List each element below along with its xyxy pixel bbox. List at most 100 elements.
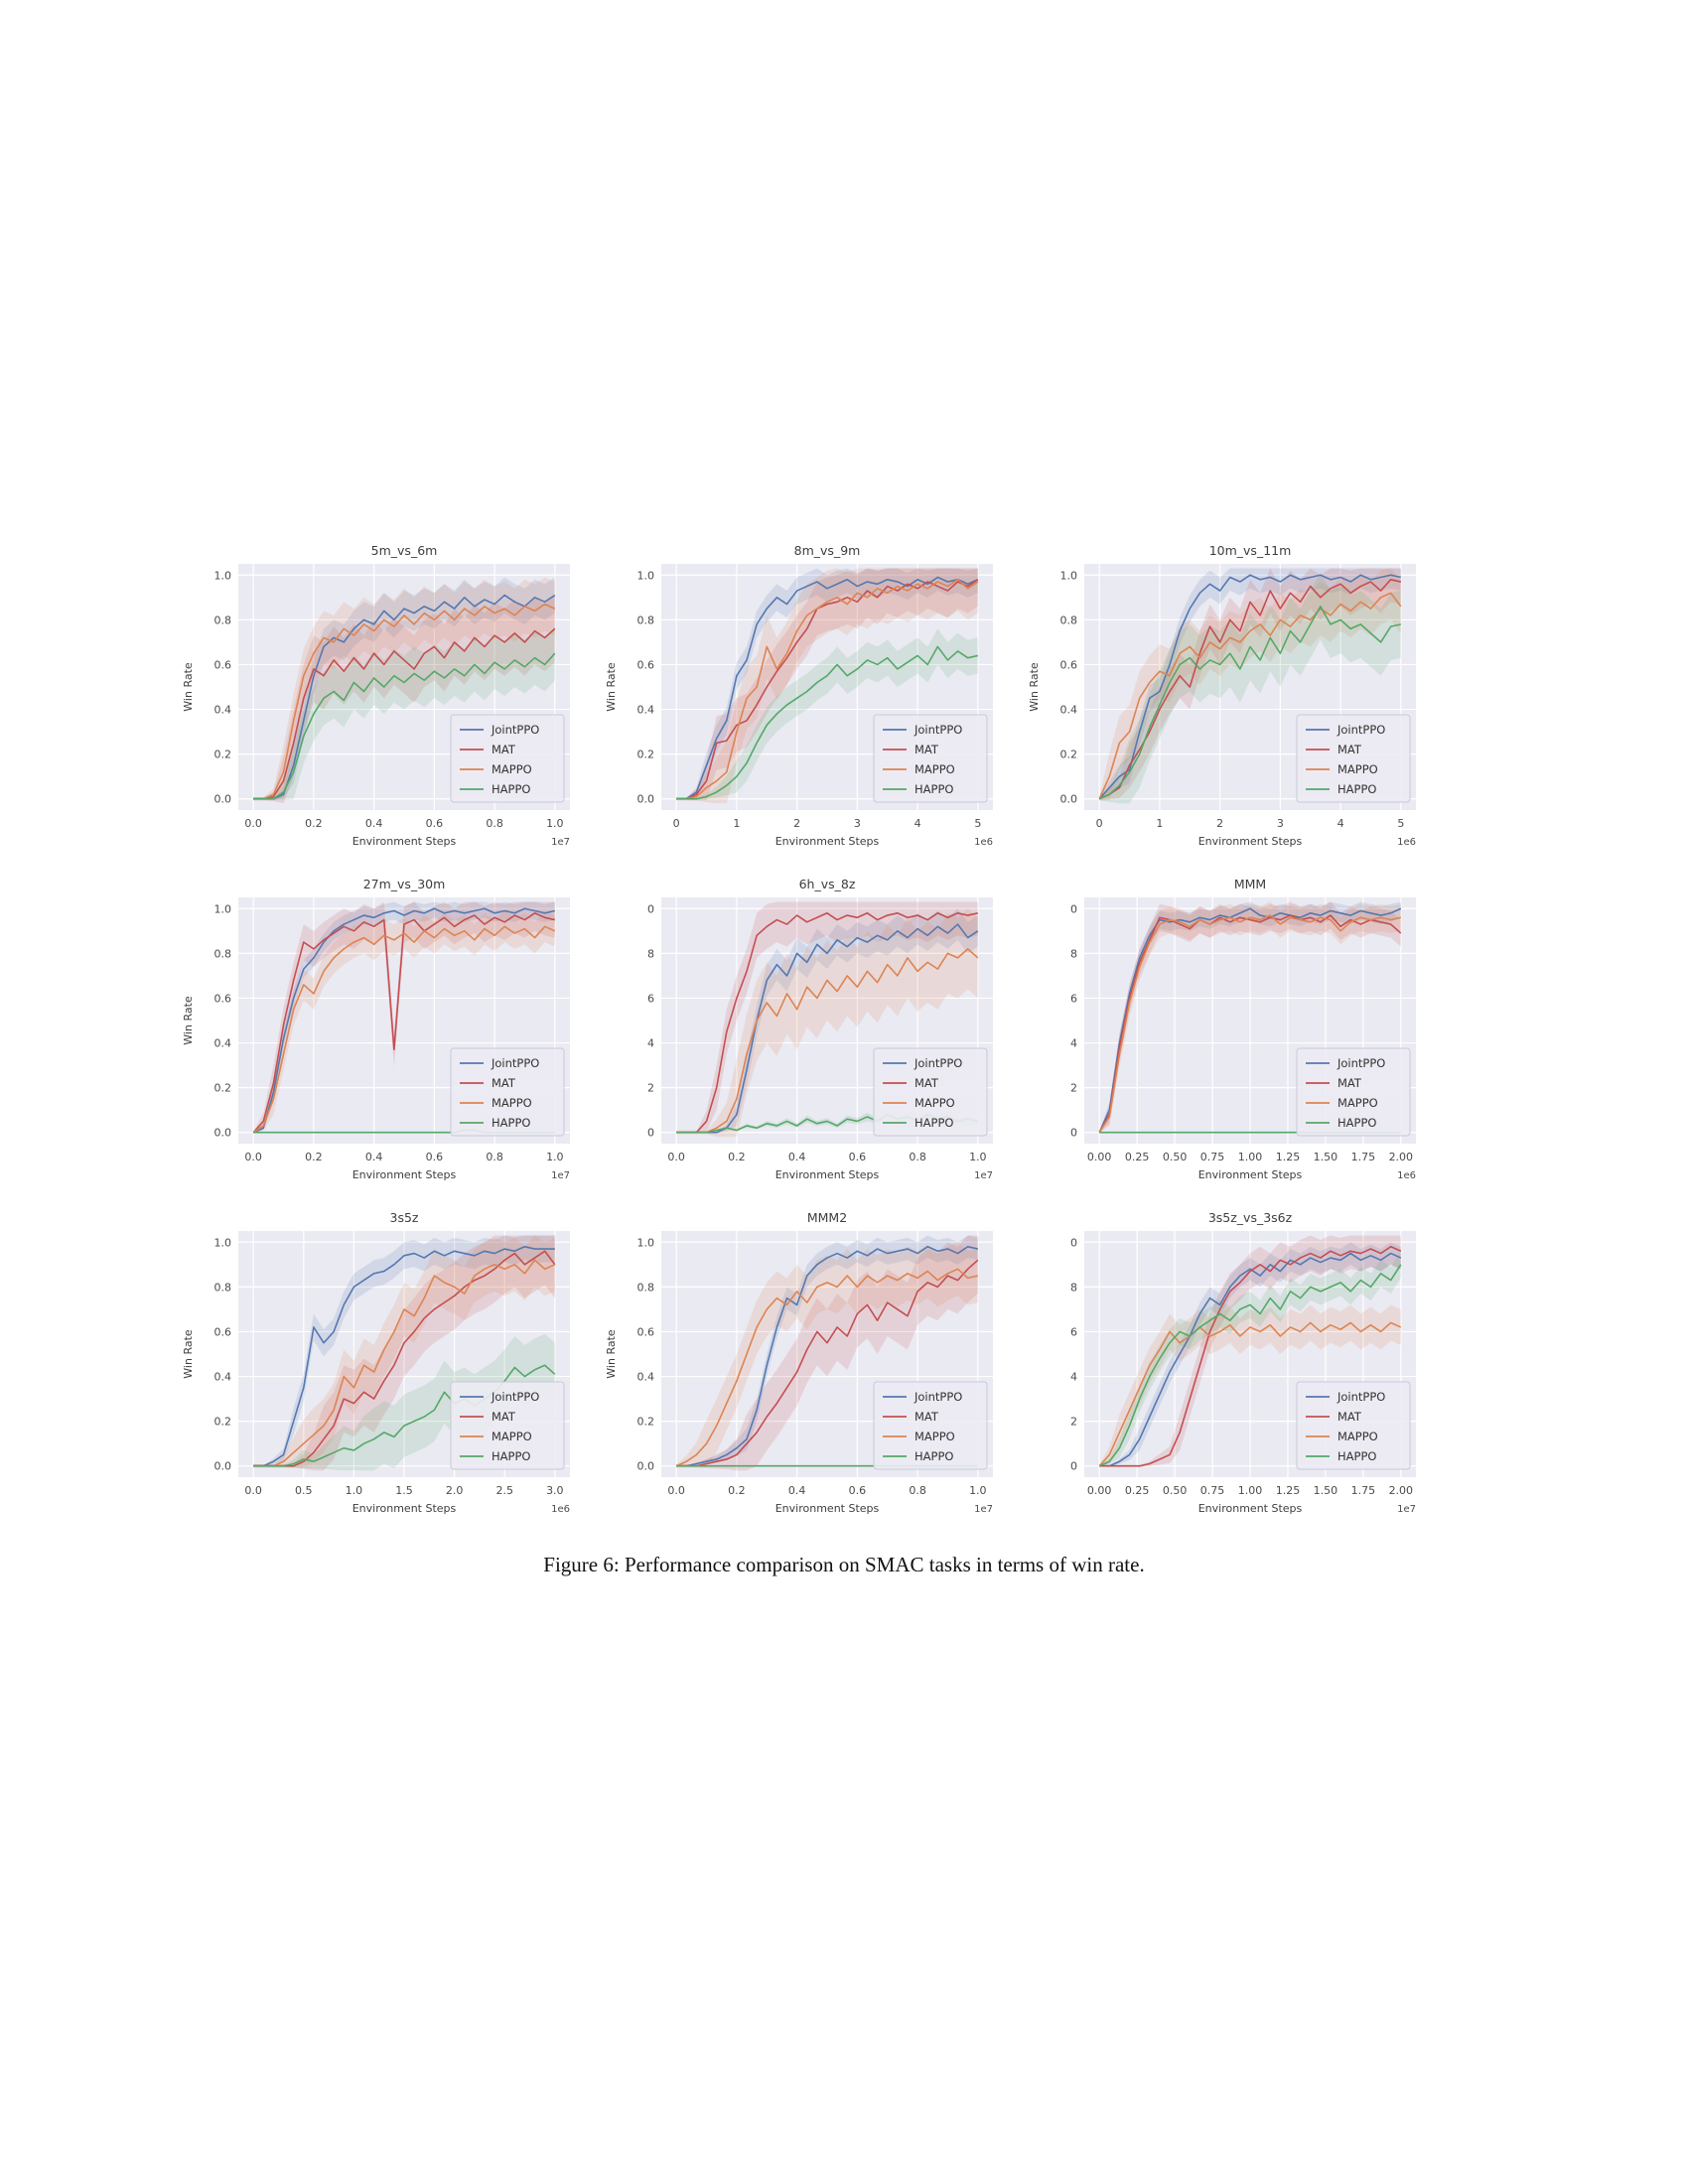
- x-tick-label: 2: [1216, 817, 1223, 830]
- figure-caption: Figure 6: Performance comparison on SMAC…: [543, 1553, 1145, 1576]
- y-tick-label: 1.0: [214, 902, 232, 915]
- y-tick-label: 8: [647, 947, 654, 960]
- x-tick-label: 3: [1277, 817, 1284, 830]
- x-axis-label: Environment Steps: [1198, 1502, 1303, 1515]
- series-band-MAPPO: [253, 910, 555, 1134]
- series-line-MAPPO: [1098, 1321, 1402, 1467]
- y-tick-label: 0.0: [214, 1127, 232, 1140]
- series-line-MAPPO: [1098, 592, 1402, 800]
- series-band-MAPPO: [676, 1242, 978, 1468]
- legend: JointPPO MAT MAPPO HAPPO: [450, 1381, 565, 1470]
- legend: JointPPO MAT MAPPO HAPPO: [450, 1047, 565, 1137]
- x-tick-label: 0.00: [1087, 1151, 1112, 1163]
- x-axis-multiplier: 1e6: [1397, 1170, 1416, 1181]
- subplot-3s5z_vs_3s6z: 0 8 6 4 2 0 0.00 0.25 0.50 0.75 1.00 1.25 1.50 1.75 2.…: [1070, 1210, 1416, 1515]
- x-tick-label: 1.25: [1276, 1484, 1301, 1497]
- series-band-MAT: [676, 901, 978, 1134]
- x-tick-label: 2.00: [1389, 1151, 1414, 1163]
- x-tick-label: 5: [974, 817, 981, 830]
- y-tick-label: 0: [1070, 1236, 1077, 1249]
- y-tick-label: 0.4: [214, 1037, 232, 1050]
- series-line-MAT: [252, 911, 555, 1134]
- y-tick-label: 8: [1070, 947, 1077, 960]
- y-tick-label: 0.4: [214, 1371, 232, 1384]
- x-tick-label: 0.50: [1163, 1484, 1188, 1497]
- y-tick-label: 0.8: [214, 1281, 232, 1294]
- x-tick-label: 1.00: [1238, 1151, 1263, 1163]
- legend-entry-label: JointPPO: [914, 723, 962, 737]
- legend-entry-label: HAPPO: [492, 1116, 530, 1130]
- series-band-JointPPO: [1099, 568, 1401, 800]
- x-tick-label: 0.00: [1087, 1484, 1112, 1497]
- series-line-JointPPO: [1098, 574, 1401, 800]
- x-tick-label: 1.5: [395, 1484, 413, 1497]
- legend-entry-label: MAT: [492, 1076, 516, 1090]
- x-tick-label: 0.8: [486, 817, 503, 830]
- legend-entry-label: MAPPO: [492, 762, 532, 776]
- y-axis-label: Win Rate: [182, 1329, 195, 1379]
- series-line-MAT: [253, 1250, 556, 1467]
- y-tick-label: 0.8: [214, 614, 232, 626]
- x-axis-label: Environment Steps: [775, 1502, 880, 1515]
- legend-entry-label: MAT: [492, 743, 516, 756]
- y-tick-label: 2: [1070, 1416, 1077, 1429]
- x-axis-label: Environment Steps: [352, 835, 457, 848]
- legend-entry-label: JointPPO: [1336, 1390, 1385, 1404]
- y-tick-label: 6: [1070, 1325, 1077, 1338]
- legend-entry-label: MAPPO: [914, 762, 955, 776]
- series-band-MAT: [676, 568, 978, 801]
- y-tick-label: 0.0: [637, 793, 655, 806]
- y-axis-label: Win Rate: [605, 662, 618, 712]
- legend-entry-label: JointPPO: [1336, 723, 1385, 737]
- series-band-MAT: [1099, 568, 1401, 800]
- y-tick-label: 1.0: [1060, 569, 1078, 582]
- series-line-MAPPO: [676, 578, 979, 800]
- legend-entry-label: HAPPO: [914, 1449, 953, 1463]
- series-line-MAT: [1098, 578, 1401, 800]
- legend-entry-label: HAPPO: [914, 1116, 953, 1130]
- y-tick-label: 4: [1070, 1371, 1077, 1384]
- series-band-MAT: [253, 1235, 555, 1471]
- legend-entry-label: HAPPO: [492, 1449, 530, 1463]
- subplot-5m_vs_6m: 1.0 0.8 0.6 0.4 0.2 0.0 0.0 0.2 0.4 0.6 0.8 1.0 5m_v…: [182, 543, 570, 848]
- legend-entry-label: MAT: [914, 743, 939, 756]
- x-axis-multiplier: 1e6: [551, 1504, 570, 1515]
- legend: JointPPO MAT MAPPO HAPPO: [450, 714, 565, 803]
- y-tick-label: 4: [647, 1037, 654, 1050]
- y-tick-label: 0: [1070, 1127, 1077, 1140]
- legend-entry-label: MAPPO: [492, 1096, 532, 1110]
- x-tick-label: 0.50: [1163, 1151, 1188, 1163]
- y-tick-label: 8: [1070, 1281, 1077, 1294]
- series-line-JointPPO: [253, 594, 556, 800]
- y-tick-label: 0.2: [637, 1416, 655, 1429]
- legend-box: [450, 1047, 565, 1137]
- x-tick-label: 0.8: [909, 1151, 926, 1163]
- x-tick-label: 2.0: [446, 1484, 464, 1497]
- legend-entry-label: MAPPO: [1337, 1096, 1378, 1110]
- x-tick-label: 4: [1337, 817, 1344, 830]
- x-axis-multiplier: 1e7: [551, 837, 570, 848]
- y-tick-label: 0.4: [637, 704, 655, 717]
- x-tick-label: 3.0: [546, 1484, 564, 1497]
- subplot-title: 10m_vs_11m: [1209, 543, 1292, 558]
- x-tick-label: 0.2: [305, 817, 323, 830]
- y-tick-label: 0.6: [214, 992, 232, 1005]
- y-tick-label: 0.4: [214, 704, 232, 717]
- series-line-JointPPO: [253, 1245, 555, 1467]
- legend-box: [873, 714, 988, 803]
- y-tick-label: 0.6: [214, 1325, 232, 1338]
- legend-entry-label: JointPPO: [914, 1390, 962, 1404]
- y-tick-label: 6: [1070, 992, 1077, 1005]
- x-axis-label: Environment Steps: [352, 1502, 457, 1515]
- x-tick-label: 0.6: [849, 1484, 867, 1497]
- series-band-MAT: [253, 901, 555, 1134]
- x-tick-label: 0.4: [788, 1151, 806, 1163]
- series-line-MAT: [1098, 914, 1402, 1134]
- y-tick-label: 0.0: [637, 1460, 655, 1473]
- x-tick-label: 3: [854, 817, 861, 830]
- x-tick-label: 2.00: [1389, 1484, 1414, 1497]
- x-tick-label: 1.75: [1351, 1484, 1376, 1497]
- series-line-MAPPO: [1098, 914, 1401, 1134]
- x-axis-label: Environment Steps: [1198, 835, 1303, 848]
- subplot-27m_vs_30m: 1.0 0.8 0.6 0.4 0.2 0.0 0.0 0.2 0.4 0.6 0.8 1.0 27m_…: [182, 877, 570, 1181]
